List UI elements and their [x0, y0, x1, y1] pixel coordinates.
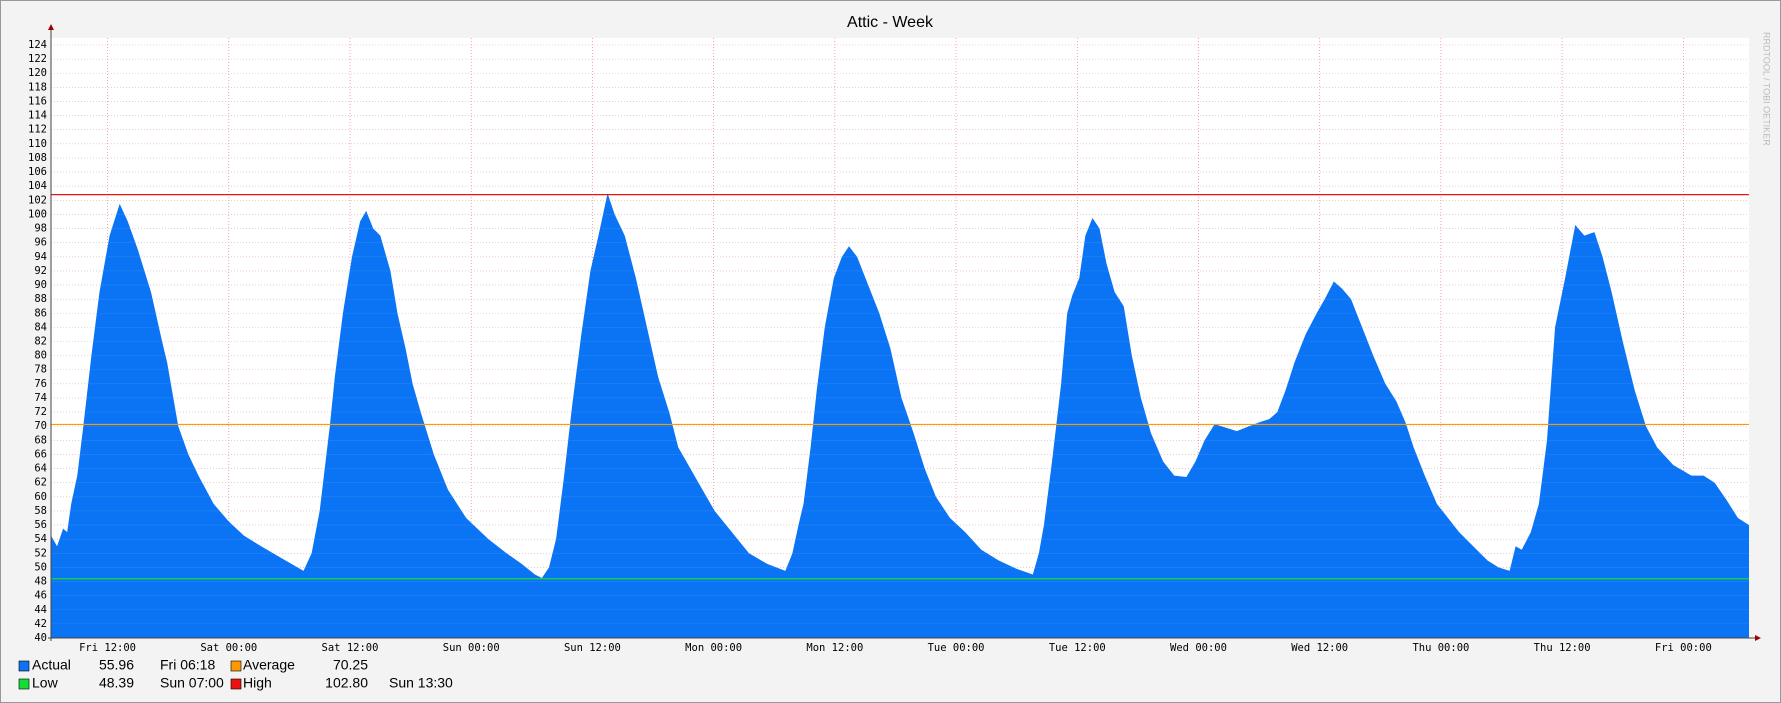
y-tick-label: 62	[34, 477, 47, 489]
legend-label: High	[243, 675, 272, 691]
y-tick-label: 108	[28, 152, 47, 164]
y-tick-label: 100	[28, 208, 47, 220]
y-tick-label: 124	[28, 39, 47, 51]
y-tick-label: 52	[34, 547, 47, 559]
y-tick-label: 68	[34, 434, 47, 446]
y-tick-label: 106	[28, 166, 47, 178]
x-tick-label: Wed 12:00	[1291, 642, 1348, 654]
y-tick-label: 80	[34, 350, 47, 362]
y-tick-label: 66	[34, 448, 47, 460]
legend-swatch	[18, 678, 30, 690]
y-tick-label: 88	[34, 293, 47, 305]
x-axis-arrow	[1755, 635, 1761, 641]
y-tick-label: 82	[34, 336, 47, 348]
legend-value: 55.96	[99, 657, 134, 673]
x-tick-label: Fri 12:00	[79, 642, 136, 654]
y-tick-label: 92	[34, 265, 47, 277]
x-tick-label: Tue 12:00	[1049, 642, 1106, 654]
legend-value: 70.25	[333, 657, 368, 673]
area	[51, 193, 1749, 638]
y-tick-label: 40	[34, 632, 47, 644]
y-tick-label: 96	[34, 237, 47, 249]
y-tick-label: 102	[28, 194, 47, 206]
y-tick-label: 70	[34, 420, 47, 432]
legend-value: 102.80	[325, 675, 368, 691]
legend-label: Average	[243, 657, 295, 673]
y-tick-label: 46	[34, 590, 47, 602]
legend-label: Low	[32, 675, 59, 691]
y-tick-label: 74	[34, 392, 47, 404]
y-tick-label: 116	[28, 95, 47, 107]
x-tick-label: Sun 12:00	[564, 642, 621, 654]
y-axis-arrow	[48, 23, 54, 30]
legend-swatch	[230, 660, 242, 672]
chart-title: Attic - Week	[847, 14, 934, 31]
plot-area	[51, 37, 1749, 639]
y-tick-label: 72	[34, 406, 47, 418]
legend-time: Fri 06:18	[160, 657, 215, 673]
y-tick-label: 76	[34, 378, 47, 390]
y-tick-label: 42	[34, 618, 47, 630]
y-tick-label: 58	[34, 505, 47, 517]
x-tick-label: Thu 12:00	[1534, 642, 1591, 654]
y-tick-label: 86	[34, 307, 47, 319]
watermark: RRDTOOL / TOBI OETIKER	[1762, 32, 1772, 146]
legend-swatch	[18, 660, 30, 672]
y-tick-label: 90	[34, 279, 47, 291]
x-tick-label: Sat 12:00	[322, 642, 379, 654]
x-tick-label: Mon 12:00	[806, 642, 863, 654]
legend-swatch	[230, 678, 242, 690]
y-tick-label: 50	[34, 561, 47, 573]
x-tick-label: Thu 00:00	[1412, 642, 1469, 654]
x-tick-label: Fri 00:00	[1655, 642, 1712, 654]
legend-label: Actual	[32, 657, 71, 673]
y-tick-label: 64	[34, 463, 47, 475]
x-tick-label: Mon 00:00	[685, 642, 742, 654]
legend-time: Sun 07:00	[160, 675, 224, 691]
y-tick-label: 122	[28, 53, 47, 65]
y-tick-label: 78	[34, 364, 47, 376]
y-tick-label: 94	[34, 251, 47, 263]
x-tick-label: Sat 00:00	[200, 642, 257, 654]
y-tick-label: 118	[28, 81, 47, 93]
y-tick-label: 104	[28, 180, 47, 192]
y-tick-label: 60	[34, 491, 47, 503]
y-tick-label: 56	[34, 519, 47, 531]
y-tick-label: 110	[28, 138, 47, 150]
x-tick-label: Tue 00:00	[928, 642, 985, 654]
y-tick-label: 112	[28, 124, 47, 136]
y-tick-label: 48	[34, 576, 47, 588]
x-tick-label: Sun 00:00	[443, 642, 500, 654]
y-tick-label: 120	[28, 67, 47, 79]
y-tick-label: 98	[34, 223, 47, 235]
legend-time: Sun 13:30	[389, 675, 453, 691]
y-tick-label: 54	[34, 533, 47, 545]
y-tick-label: 114	[28, 110, 47, 122]
y-tick-label: 44	[34, 604, 47, 616]
x-tick-label: Wed 00:00	[1170, 642, 1227, 654]
legend-value: 48.39	[99, 675, 134, 691]
y-tick-label: 84	[34, 321, 47, 333]
